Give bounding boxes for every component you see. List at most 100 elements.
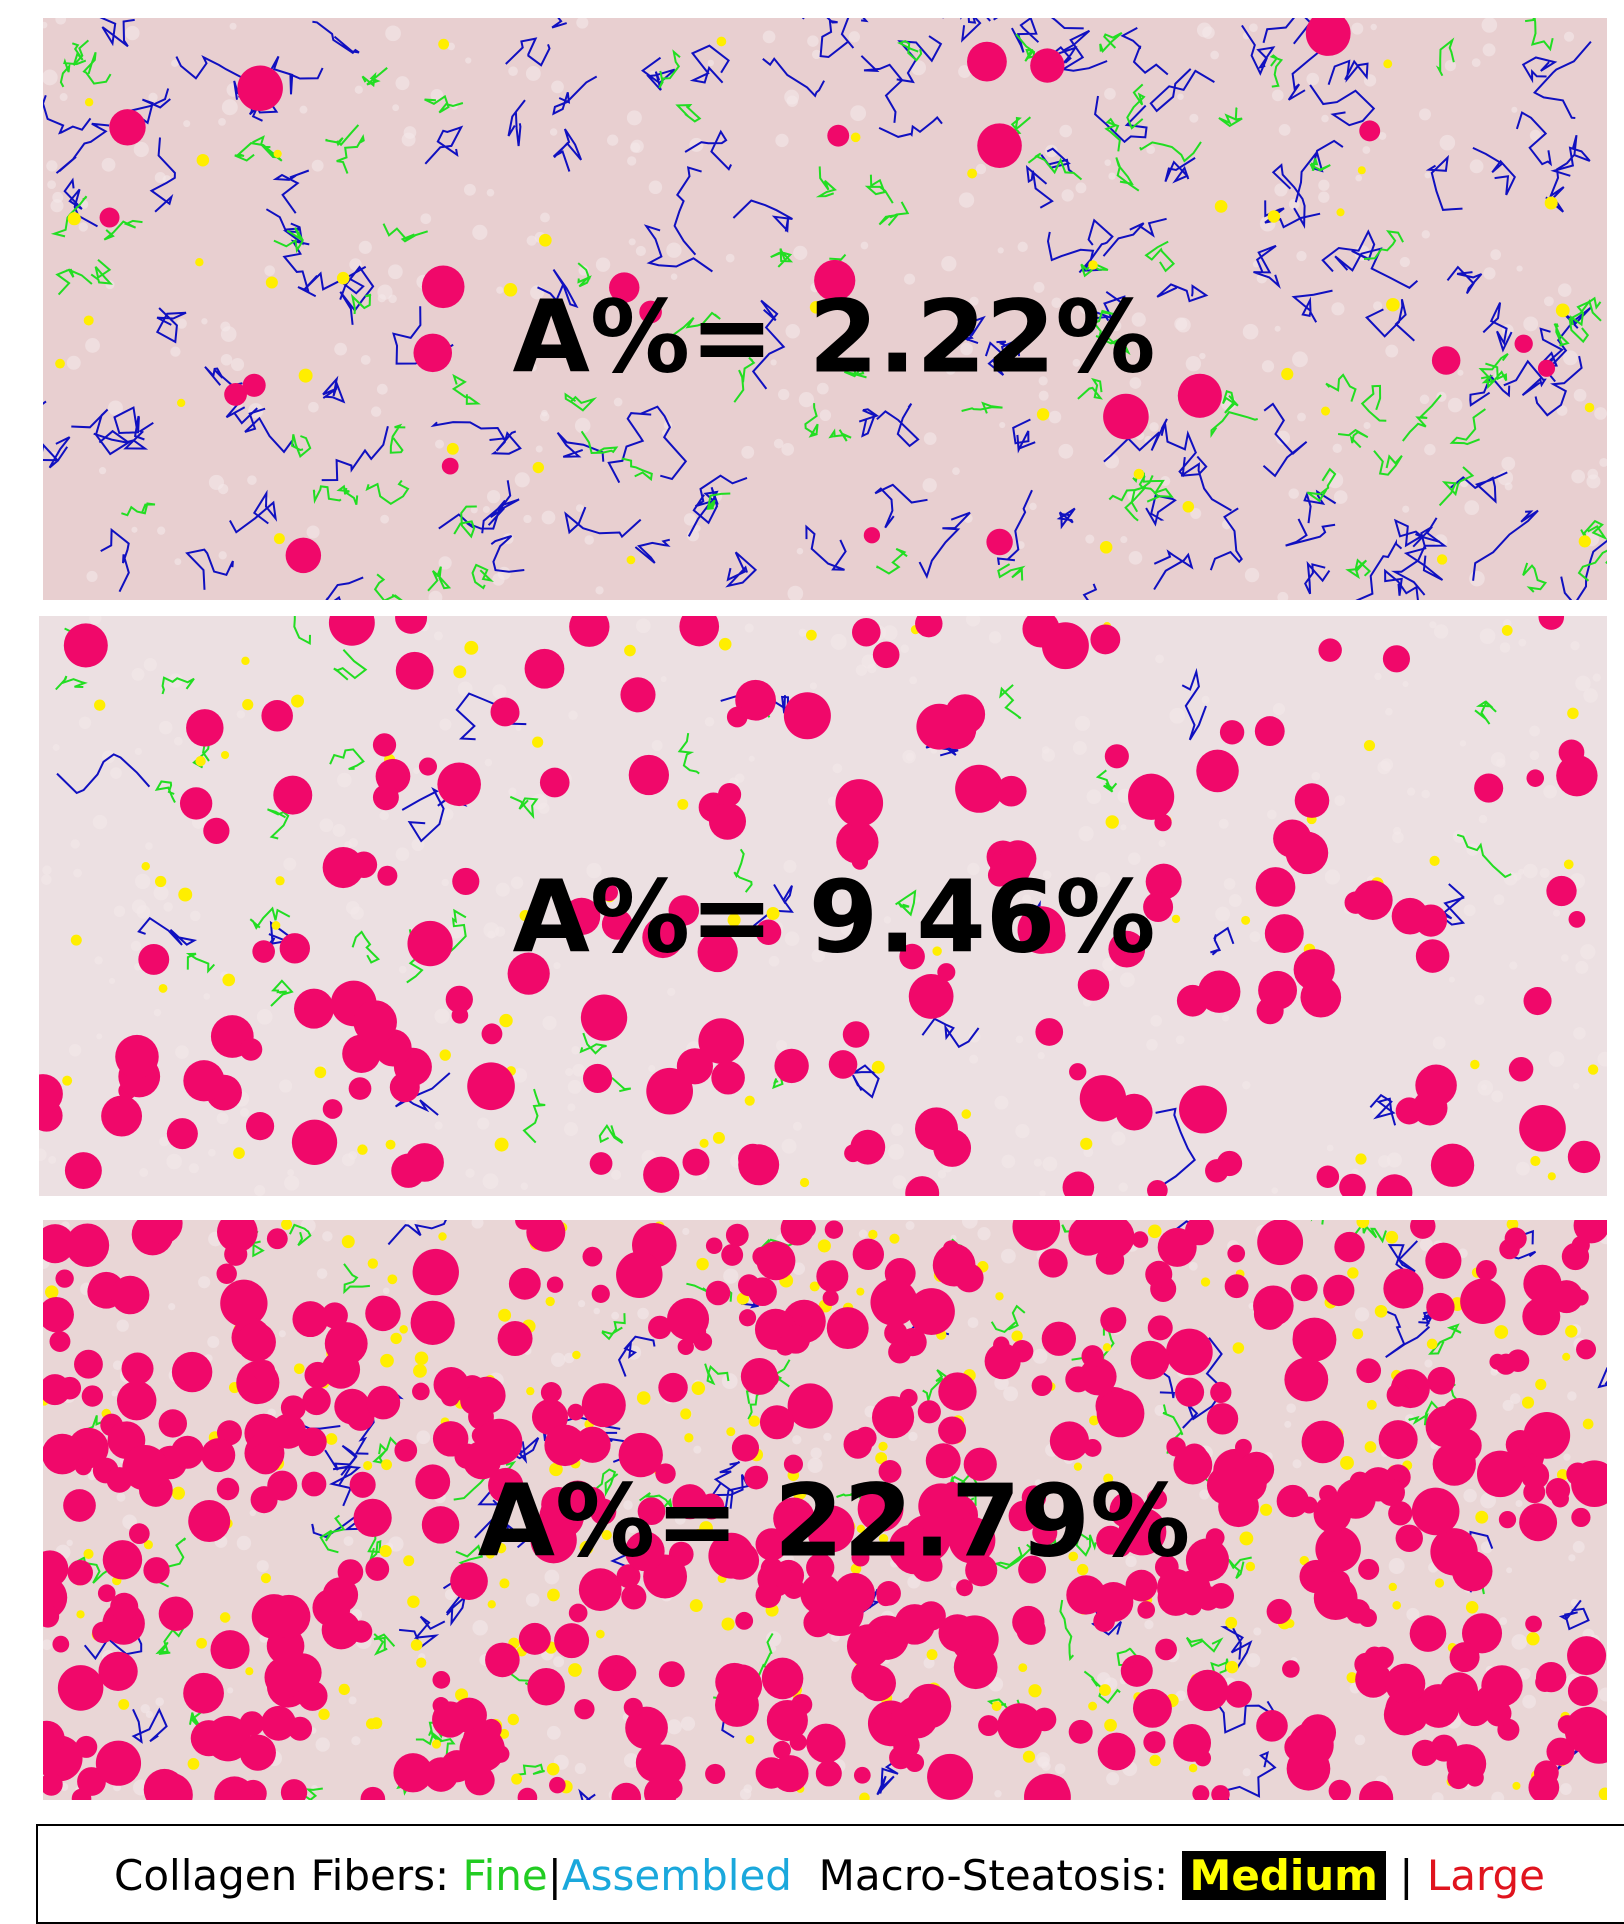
cell-texture xyxy=(189,1163,199,1173)
cell-texture xyxy=(361,355,371,365)
medium-steatosis xyxy=(447,443,459,455)
cell-texture xyxy=(611,1312,619,1320)
medium-steatosis xyxy=(677,799,688,810)
cell-texture xyxy=(859,1230,868,1239)
cell-texture xyxy=(349,838,358,847)
medium-steatosis xyxy=(713,1132,725,1144)
large-steatosis xyxy=(569,1604,588,1623)
large-steatosis xyxy=(526,1213,565,1252)
cell-texture xyxy=(1425,172,1431,178)
large-steatosis xyxy=(353,1499,391,1537)
large-steatosis xyxy=(1267,1599,1292,1624)
cell-texture xyxy=(1129,551,1143,565)
large-steatosis xyxy=(658,1373,687,1402)
cell-texture xyxy=(94,956,102,964)
large-steatosis xyxy=(211,1630,250,1669)
large-steatosis xyxy=(1550,1280,1583,1313)
cell-texture xyxy=(1599,458,1608,467)
large-steatosis xyxy=(938,1416,966,1444)
cell-texture xyxy=(593,1308,600,1315)
cell-texture xyxy=(797,548,804,555)
cell-texture xyxy=(968,1317,979,1328)
medium-steatosis xyxy=(141,862,149,870)
cell-texture xyxy=(966,612,980,626)
large-steatosis xyxy=(82,1385,103,1406)
medium-steatosis xyxy=(172,1487,185,1500)
cell-texture xyxy=(240,1108,249,1117)
cell-texture xyxy=(1284,1421,1291,1428)
cell-texture xyxy=(782,1139,797,1154)
medium-steatosis xyxy=(508,1714,519,1725)
cell-texture xyxy=(416,1430,430,1444)
large-steatosis xyxy=(756,1241,795,1280)
large-steatosis xyxy=(74,1350,103,1379)
large-steatosis xyxy=(39,1297,74,1332)
medium-steatosis xyxy=(1023,1751,1035,1763)
large-steatosis xyxy=(915,610,942,637)
cell-texture xyxy=(850,105,866,121)
cell-texture xyxy=(571,1046,579,1054)
cell-texture xyxy=(42,1639,53,1650)
medium-steatosis xyxy=(371,1717,383,1729)
cell-texture xyxy=(1250,931,1261,942)
medium-steatosis xyxy=(159,984,168,993)
cell-texture xyxy=(198,1276,210,1288)
large-steatosis xyxy=(407,921,452,966)
large-steatosis xyxy=(1175,1378,1204,1407)
cell-texture xyxy=(485,759,493,767)
large-steatosis xyxy=(98,1652,137,1691)
medium-steatosis xyxy=(1567,708,1579,720)
cell-texture xyxy=(1176,1035,1185,1044)
large-steatosis xyxy=(322,1610,361,1649)
large-steatosis xyxy=(620,677,655,712)
cell-texture xyxy=(1277,592,1288,603)
cell-texture xyxy=(71,839,80,848)
cell-texture xyxy=(1407,788,1415,796)
large-steatosis xyxy=(905,1176,939,1210)
large-steatosis xyxy=(1569,911,1586,928)
large-steatosis xyxy=(612,1783,642,1813)
large-steatosis xyxy=(281,1395,306,1420)
large-steatosis xyxy=(1148,1315,1173,1340)
cell-texture xyxy=(41,22,48,29)
large-steatosis xyxy=(933,1129,971,1167)
cell-texture xyxy=(793,1122,802,1131)
large-steatosis xyxy=(1432,346,1461,375)
cell-texture xyxy=(166,1154,182,1170)
cell-texture xyxy=(515,725,521,731)
medium-steatosis xyxy=(1189,1764,1198,1773)
large-steatosis xyxy=(237,1322,276,1361)
cell-texture xyxy=(96,1033,102,1039)
large-steatosis xyxy=(1256,867,1296,907)
cell-texture xyxy=(1540,868,1550,878)
cell-texture xyxy=(1146,1039,1158,1051)
cell-texture xyxy=(1001,1249,1016,1264)
cell-texture xyxy=(799,629,807,637)
large-steatosis xyxy=(1258,971,1297,1010)
cell-texture xyxy=(629,238,636,245)
cell-texture xyxy=(399,966,407,974)
cell-texture xyxy=(139,1168,148,1177)
medium-steatosis xyxy=(1535,1379,1546,1390)
cell-texture xyxy=(1448,398,1463,413)
large-steatosis xyxy=(217,1478,239,1500)
cell-texture xyxy=(1038,1052,1045,1059)
cell-texture xyxy=(146,1711,153,1718)
cell-texture xyxy=(833,763,843,773)
large-steatosis xyxy=(419,757,437,775)
cell-texture xyxy=(220,321,230,331)
cell-texture xyxy=(1496,758,1506,768)
cell-texture xyxy=(1480,628,1496,644)
cell-texture xyxy=(1580,944,1595,959)
medium-steatosis xyxy=(1241,916,1250,925)
medium-steatosis xyxy=(1100,541,1113,554)
large-steatosis xyxy=(1314,1495,1352,1533)
cell-texture xyxy=(378,294,386,302)
medium-steatosis xyxy=(1429,856,1439,866)
large-steatosis xyxy=(1265,914,1304,953)
large-steatosis xyxy=(908,1288,955,1335)
large-steatosis xyxy=(1383,1269,1423,1309)
cell-texture xyxy=(308,402,319,413)
cell-texture xyxy=(1104,159,1111,166)
large-steatosis xyxy=(646,1068,693,1115)
